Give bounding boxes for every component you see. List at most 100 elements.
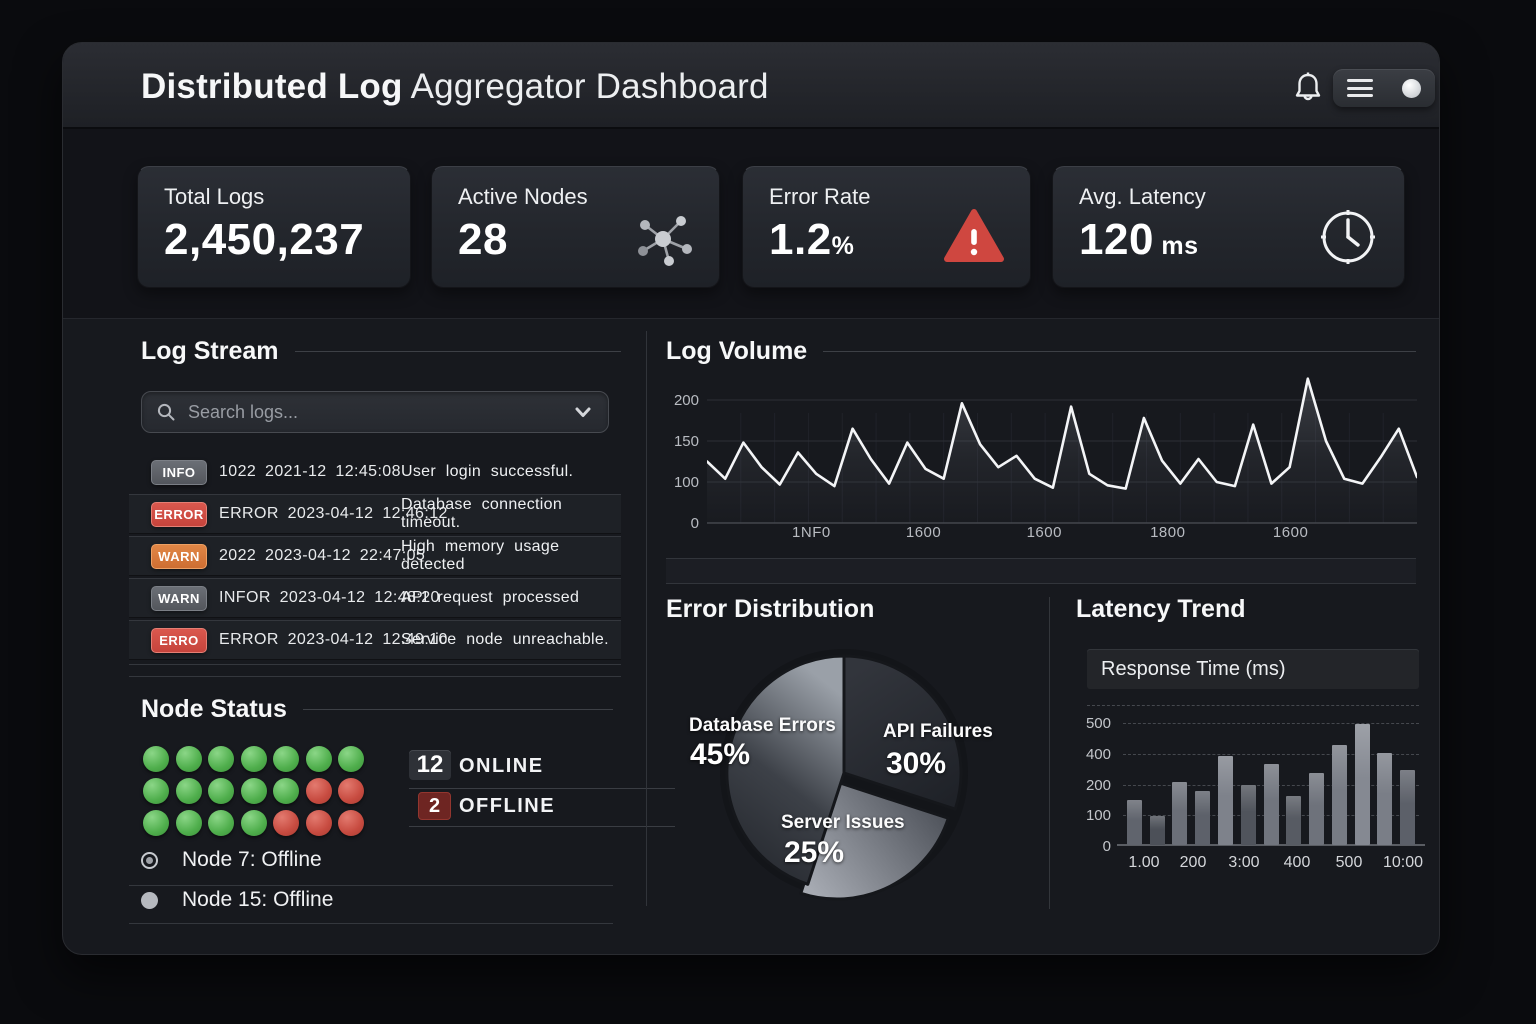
dashboard-panel: Distributed Log Aggregator Dashboard Tot… xyxy=(62,42,1440,955)
stat-card-avg-latency: Avg. Latency 120 ms xyxy=(1052,166,1405,288)
offline-node-item[interactable]: Node 7: Offline xyxy=(141,848,322,872)
divider xyxy=(409,788,675,789)
log-timestamp: INFOR 2023-04-12 12:48:20 xyxy=(219,589,440,606)
online-count: 12 xyxy=(409,750,451,780)
node-dot-online xyxy=(273,746,299,772)
offline-node-item[interactable]: Node 15: Offline xyxy=(141,888,333,912)
node-dot-online xyxy=(143,746,169,772)
log-level-badge: INFO xyxy=(151,459,207,485)
x-tick-label: 3:00 xyxy=(1228,854,1260,871)
pie-label-server-issues: Server Issues xyxy=(781,812,905,833)
x-axis-line xyxy=(1117,844,1425,846)
log-stream-section-title: Log Stream xyxy=(141,337,621,366)
log-timestamp: 2022 2023-04-12 22:47:05 xyxy=(219,547,426,564)
x-tick-label: 500 xyxy=(1335,854,1363,871)
warning-icon xyxy=(944,209,1004,262)
section-title-text: Error Distribution xyxy=(666,595,875,623)
hamburger-menu-icon[interactable] xyxy=(1347,79,1373,97)
y-tick-label: 200 xyxy=(1085,776,1111,794)
pie-pct-server-issues: 25% xyxy=(784,836,845,869)
log-message: High memory usage detected xyxy=(401,538,560,573)
latency-x-axis: 1.00 200 3:00 400 500 10:00 xyxy=(1123,854,1423,876)
toggle-knob[interactable] xyxy=(1402,78,1421,98)
node-dot-online xyxy=(338,746,364,772)
section-title-text: Latency Trend xyxy=(1076,595,1246,623)
divider xyxy=(646,331,647,906)
node-dot-online xyxy=(175,810,202,836)
menu-toggle[interactable] xyxy=(1333,69,1435,107)
log-level-badge: WARN xyxy=(151,543,207,569)
divider xyxy=(1087,705,1419,706)
latency-bar xyxy=(1377,752,1393,845)
latency-legend: Response Time (ms) xyxy=(1087,649,1419,689)
y-tick-label: 0 xyxy=(690,515,699,532)
latency-bar xyxy=(1309,772,1325,845)
stat-value: 120 ms xyxy=(1079,215,1199,264)
gridline xyxy=(1123,723,1419,724)
section-title-text: Node Status xyxy=(141,695,287,723)
log-entry[interactable]: WARN 2022 2023-04-12 22:47:05 High memory … xyxy=(129,536,621,576)
divider xyxy=(1049,597,1050,909)
log-entry[interactable]: WARN INFOR 2023-04-12 12:48:20 API request… xyxy=(129,578,621,618)
stat-card-total-logs: Total Logs 2,450,237 xyxy=(137,166,411,288)
latency-bar xyxy=(1240,785,1256,845)
x-tick-label: 1NF0 xyxy=(792,524,831,541)
pie-slice xyxy=(799,780,950,901)
y-tick-label: 100 xyxy=(673,474,699,491)
latency-trend-section-title: Latency Trend xyxy=(1076,595,1421,624)
y-tick-label: 200 xyxy=(673,392,699,409)
log-entry[interactable]: ERRO ERROR 2023-04-12 12:49:10 Service nod… xyxy=(129,620,621,660)
log-entry-list: INFO 1022 2021-12 12:45:08 User login succ… xyxy=(129,452,621,662)
node-status-section-title: Node Status xyxy=(141,695,613,724)
notification-bell-icon[interactable] xyxy=(1291,71,1325,105)
chevron-down-icon[interactable] xyxy=(572,401,594,423)
divider xyxy=(409,826,675,827)
latency-bar xyxy=(1217,755,1233,845)
x-tick-label: 10:00 xyxy=(1382,854,1424,871)
node-dot-online xyxy=(143,810,169,836)
y-tick-label: 0 xyxy=(1102,838,1111,855)
y-tick-label: 400 xyxy=(1085,745,1111,763)
stat-label: Active Nodes xyxy=(458,184,588,209)
log-level-badge: ERROR xyxy=(151,501,207,527)
log-entry[interactable]: ERROR ERROR 2023-04-12 12:46:12 Database c… xyxy=(129,494,621,534)
divider xyxy=(129,664,621,665)
latency-bar xyxy=(1263,764,1279,845)
header-bar: Distributed Log Aggregator Dashboard xyxy=(63,43,1439,129)
node-dot-online xyxy=(305,746,332,772)
online-label: ONLINE xyxy=(459,755,544,777)
log-entry[interactable]: INFO 1022 2021-12 12:45:08 User login succ… xyxy=(129,452,621,492)
pie-pct-database-errors: 45% xyxy=(690,738,751,771)
radio-icon[interactable] xyxy=(141,891,158,909)
pie-label-database-errors: Database Errors xyxy=(689,715,836,736)
stat-value: 1.2% xyxy=(769,215,855,264)
offline-node-label: Node 15: Offline xyxy=(182,888,334,911)
stat-card-active-nodes: Active Nodes 28 xyxy=(431,166,720,288)
y-tick-label: 100 xyxy=(1085,807,1111,825)
node-dot-online xyxy=(143,778,169,804)
log-timestamp: 1022 2021-12 12:45:08 xyxy=(219,463,401,480)
x-tick-label: 1.00 xyxy=(1128,854,1160,871)
node-dot-online xyxy=(208,778,234,804)
x-tick-label: 200 xyxy=(1179,854,1207,871)
node-status-grid xyxy=(143,746,379,836)
radio-icon[interactable] xyxy=(141,851,158,869)
stat-value: 28 xyxy=(458,215,508,264)
pie-slice xyxy=(725,654,846,886)
divider xyxy=(302,709,613,710)
search-input[interactable] xyxy=(188,401,560,423)
log-volume-section-title: Log Volume xyxy=(666,337,1416,366)
pie-label-api-failures: API Failures xyxy=(883,721,993,742)
gridline xyxy=(1123,753,1419,755)
stat-label: Error Rate xyxy=(769,184,871,209)
stat-label: Avg. Latency xyxy=(1079,184,1206,209)
stat-label: Total Logs xyxy=(164,184,265,209)
x-tick-label: 1800 xyxy=(1150,524,1186,541)
offline-node-label: Node 7: Offline xyxy=(182,848,322,871)
network-icon xyxy=(638,216,692,266)
x-tick-label: 1600 xyxy=(1026,524,1062,541)
log-level-badge: WARN xyxy=(151,585,207,611)
divider xyxy=(294,351,621,352)
latency-bar xyxy=(1172,781,1188,845)
node-dot-online xyxy=(175,778,202,804)
